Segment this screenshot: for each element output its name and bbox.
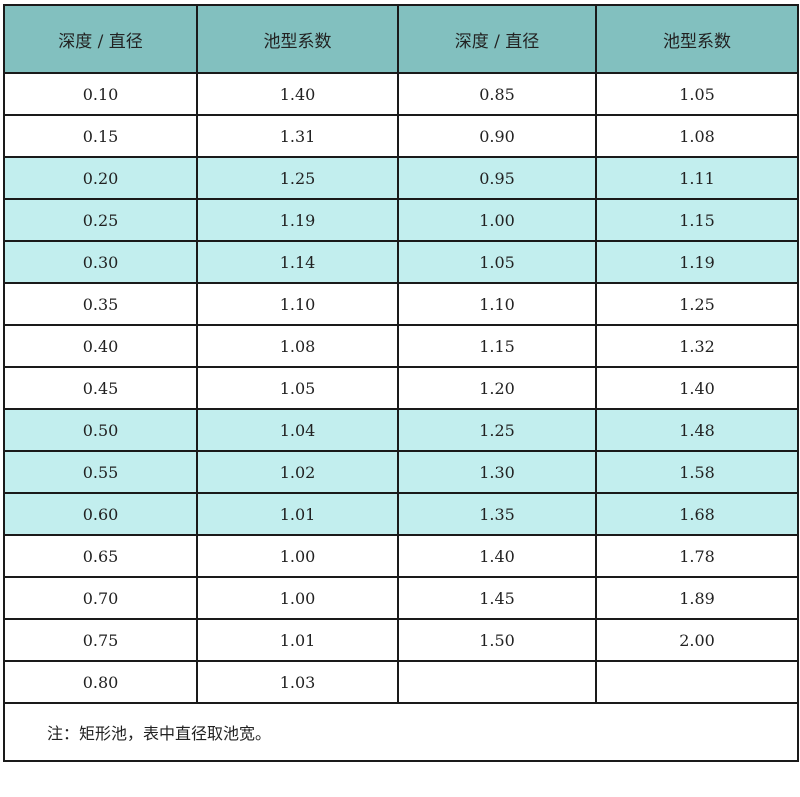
depth-ratio-cell: 0.35 xyxy=(3,282,198,326)
depth-ratio-cell: 1.00 xyxy=(397,198,597,242)
table-row: 0.15 1.31 0.90 1.08 xyxy=(3,114,799,158)
pool-coefficient-cell: 1.00 xyxy=(196,576,399,620)
table-row: 0.70 1.00 1.45 1.89 xyxy=(3,576,799,620)
pool-coefficient-cell: 1.01 xyxy=(196,618,399,662)
table-row: 0.20 1.25 0.95 1.11 xyxy=(3,156,799,200)
depth-ratio-cell: 1.20 xyxy=(397,366,597,410)
table-body: 0.10 1.40 0.85 1.05 0.15 1.31 0.90 1.08 0.20 1.25… xyxy=(3,72,799,704)
pool-coefficient-cell: 1.40 xyxy=(196,72,399,116)
pool-coefficient-cell: 1.78 xyxy=(595,534,799,578)
header-pool-coefficient: 池型系数 xyxy=(595,4,799,74)
header-depth-ratio: 深度 / 直径 xyxy=(3,4,198,74)
table-row: 0.35 1.10 1.10 1.25 xyxy=(3,282,799,326)
depth-ratio-cell: 0.60 xyxy=(3,492,198,536)
depth-ratio-cell: 0.80 xyxy=(3,660,198,704)
pool-coefficient-cell: 1.05 xyxy=(196,366,399,410)
pool-coefficient-cell: 1.04 xyxy=(196,408,399,452)
depth-ratio-cell: 0.90 xyxy=(397,114,597,158)
pool-coefficient-cell: 1.02 xyxy=(196,450,399,494)
depth-ratio-cell: 1.35 xyxy=(397,492,597,536)
table-row: 0.65 1.00 1.40 1.78 xyxy=(3,534,799,578)
table-row: 0.40 1.08 1.15 1.32 xyxy=(3,324,799,368)
depth-ratio-cell: 0.15 xyxy=(3,114,198,158)
depth-ratio-cell: 0.10 xyxy=(3,72,198,116)
depth-ratio-cell: 0.30 xyxy=(3,240,198,284)
pool-coefficient-cell: 1.58 xyxy=(595,450,799,494)
pool-coefficient-cell: 1.89 xyxy=(595,576,799,620)
depth-ratio-cell: 0.45 xyxy=(3,366,198,410)
depth-ratio-cell: 1.10 xyxy=(397,282,597,326)
pool-coefficient-cell: 1.19 xyxy=(595,240,799,284)
depth-ratio-cell: 1.05 xyxy=(397,240,597,284)
depth-ratio-cell: 1.25 xyxy=(397,408,597,452)
pool-coefficient-cell: 1.03 xyxy=(196,660,399,704)
table-note: 注：矩形池，表中直径取池宽。 xyxy=(3,702,799,762)
pool-coefficient-cell: 1.11 xyxy=(595,156,799,200)
depth-ratio-cell: 1.40 xyxy=(397,534,597,578)
depth-ratio-cell: 0.40 xyxy=(3,324,198,368)
coefficient-table: 深度 / 直径 池型系数 深度 / 直径 池型系数 0.10 1.40 0.85 1.… xyxy=(3,4,799,762)
pool-coefficient-cell: 1.08 xyxy=(196,324,399,368)
table-row: 0.60 1.01 1.35 1.68 xyxy=(3,492,799,536)
table-row: 0.80 1.03 xyxy=(3,660,799,704)
header-row: 深度 / 直径 池型系数 深度 / 直径 池型系数 xyxy=(3,4,799,74)
pool-coefficient-cell: 1.25 xyxy=(595,282,799,326)
depth-ratio-cell: 0.70 xyxy=(3,576,198,620)
depth-ratio-cell: 1.30 xyxy=(397,450,597,494)
pool-coefficient-cell: 1.31 xyxy=(196,114,399,158)
pool-coefficient-cell: 1.05 xyxy=(595,72,799,116)
depth-ratio-cell: 0.55 xyxy=(3,450,198,494)
note-row: 注：矩形池，表中直径取池宽。 xyxy=(3,702,799,762)
depth-ratio-cell: 1.45 xyxy=(397,576,597,620)
pool-coefficient-cell: 1.10 xyxy=(196,282,399,326)
pool-coefficient-cell: 1.48 xyxy=(595,408,799,452)
pool-coefficient-cell: 1.19 xyxy=(196,198,399,242)
pool-coefficient-cell: 1.14 xyxy=(196,240,399,284)
pool-coefficient-cell: 1.01 xyxy=(196,492,399,536)
table-row: 0.10 1.40 0.85 1.05 xyxy=(3,72,799,116)
depth-ratio-cell: 0.65 xyxy=(3,534,198,578)
table-row: 0.75 1.01 1.50 2.00 xyxy=(3,618,799,662)
table-row: 0.30 1.14 1.05 1.19 xyxy=(3,240,799,284)
pool-coefficient-cell: 1.32 xyxy=(595,324,799,368)
table-row: 0.55 1.02 1.30 1.58 xyxy=(3,450,799,494)
header-depth-ratio: 深度 / 直径 xyxy=(397,4,597,74)
pool-coefficient-cell: 1.00 xyxy=(196,534,399,578)
depth-ratio-cell: 0.75 xyxy=(3,618,198,662)
pool-coefficient-cell xyxy=(595,660,799,704)
table-row: 0.25 1.19 1.00 1.15 xyxy=(3,198,799,242)
depth-ratio-cell: 0.85 xyxy=(397,72,597,116)
depth-ratio-cell: 0.95 xyxy=(397,156,597,200)
pool-coefficient-cell: 1.08 xyxy=(595,114,799,158)
depth-ratio-cell: 1.50 xyxy=(397,618,597,662)
depth-ratio-cell: 0.50 xyxy=(3,408,198,452)
table-row: 0.50 1.04 1.25 1.48 xyxy=(3,408,799,452)
pool-coefficient-cell: 2.00 xyxy=(595,618,799,662)
depth-ratio-cell: 0.25 xyxy=(3,198,198,242)
pool-coefficient-cell: 1.68 xyxy=(595,492,799,536)
header-pool-coefficient: 池型系数 xyxy=(196,4,399,74)
pool-coefficient-cell: 1.15 xyxy=(595,198,799,242)
pool-coefficient-cell: 1.40 xyxy=(595,366,799,410)
depth-ratio-cell: 0.20 xyxy=(3,156,198,200)
table-row: 0.45 1.05 1.20 1.40 xyxy=(3,366,799,410)
pool-coefficient-cell: 1.25 xyxy=(196,156,399,200)
depth-ratio-cell xyxy=(397,660,597,704)
depth-ratio-cell: 1.15 xyxy=(397,324,597,368)
